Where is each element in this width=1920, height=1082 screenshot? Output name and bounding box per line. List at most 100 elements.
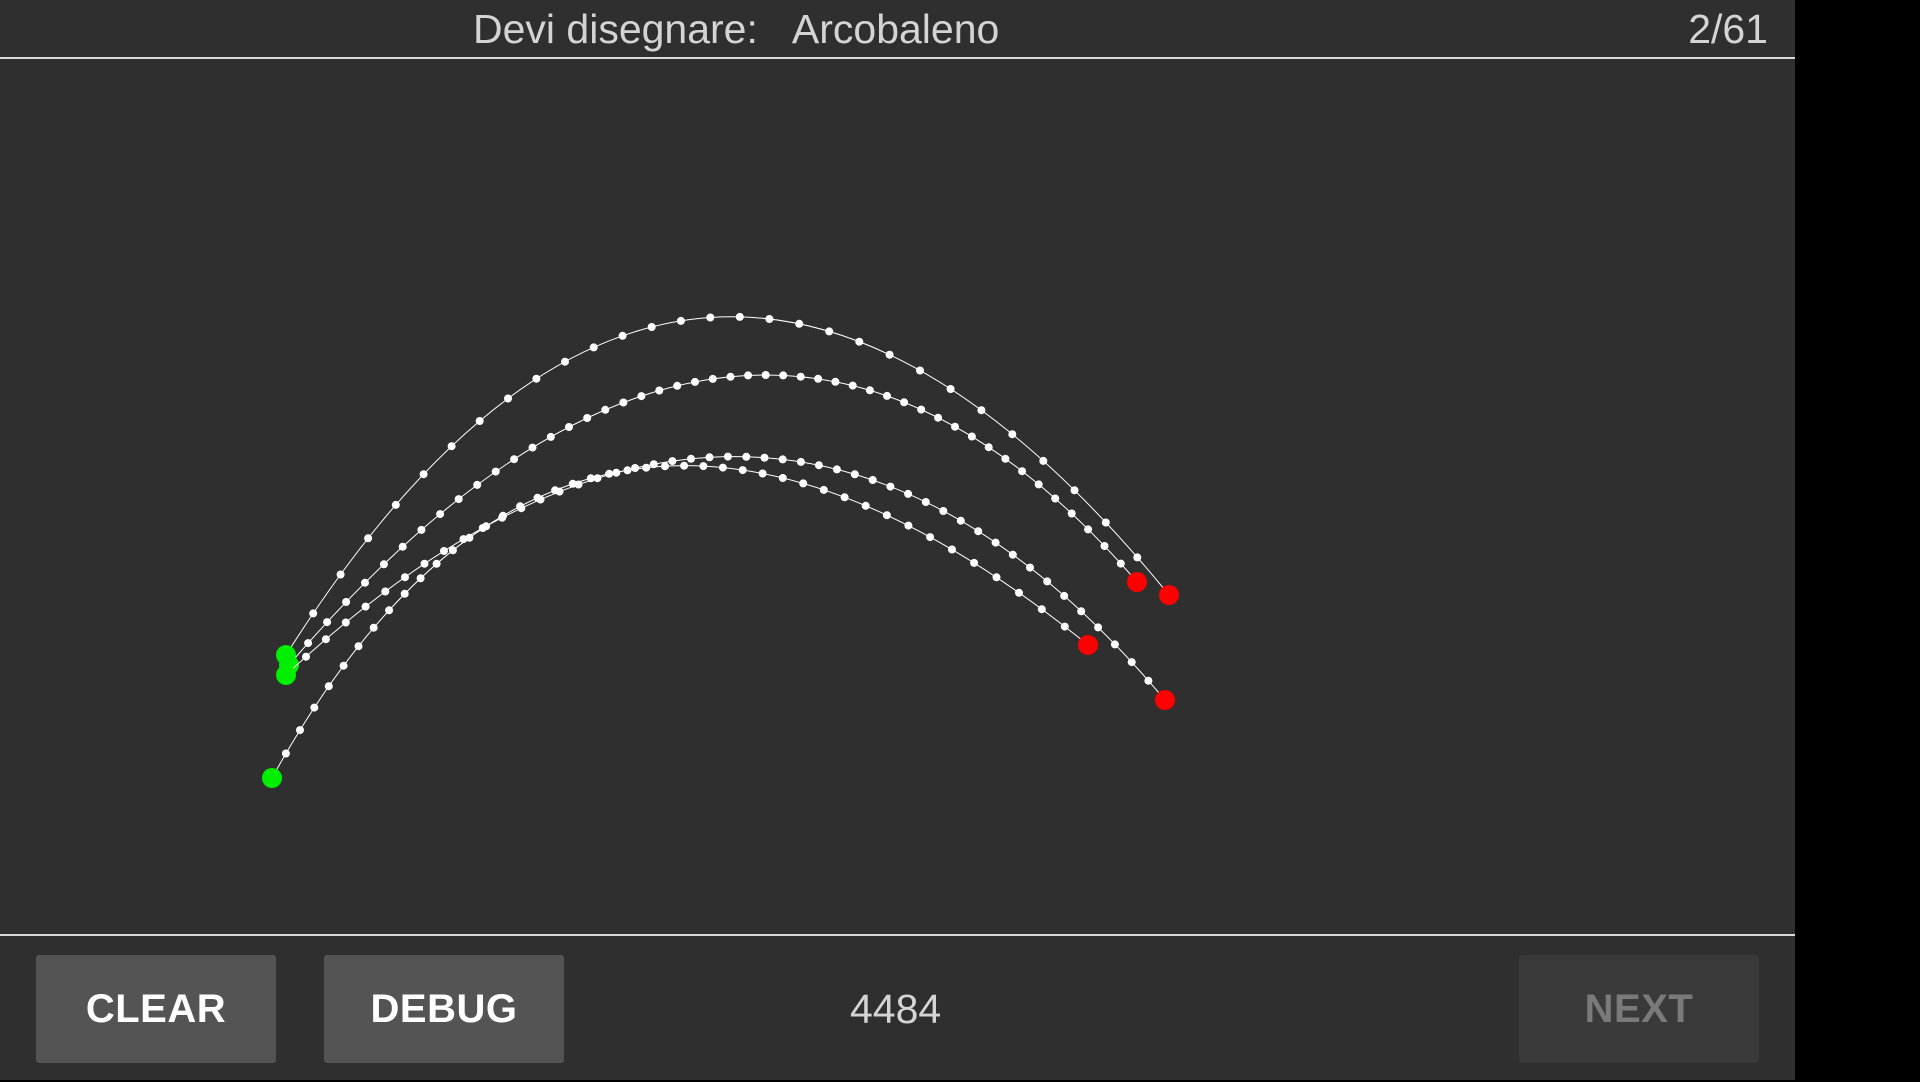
stroke-sample-point [1034, 480, 1043, 489]
stroke-sample-point [779, 371, 788, 380]
stroke-sample-point [618, 331, 627, 340]
stroke-sample-point [735, 312, 744, 321]
stroke-sample-point [886, 482, 895, 491]
stroke-sample-point [778, 474, 787, 482]
next-button[interactable]: NEXT [1519, 955, 1759, 1063]
drawing-canvas[interactable] [0, 59, 1795, 933]
stroke-sample-point [865, 386, 874, 395]
stroke-sample-point [850, 470, 859, 479]
stroke-sample-point [904, 489, 913, 498]
stroke-sample-point [623, 466, 632, 475]
stroke-sample-point [281, 749, 290, 758]
stroke-sample-point [832, 465, 841, 474]
stroke-sample-point [504, 394, 512, 403]
stroke-sample-point [309, 609, 318, 618]
stroke-sample-point [1133, 553, 1142, 562]
stroke-sample-point [765, 315, 774, 323]
stroke-sample-point [510, 455, 519, 464]
stroke-end-point [1159, 585, 1179, 605]
stroke-sample-point [848, 381, 857, 390]
stroke-sample-point [977, 406, 986, 415]
stroke-sample-point [601, 405, 610, 414]
stroke-sample-point [447, 442, 456, 451]
stroke-sample-point [1110, 640, 1119, 649]
stroke-sample-point [708, 374, 717, 383]
stroke-sample-point [568, 479, 577, 488]
footer-bar: CLEAR DEBUG 4484 NEXT [0, 934, 1795, 1082]
stroke-sample-point [551, 486, 560, 495]
stroke-sample-point [1060, 591, 1069, 600]
stroke-sample-point [401, 573, 409, 582]
stroke-sample-point [304, 639, 313, 648]
prompt: Devi disegnare: Arcobaleno [473, 6, 999, 53]
stroke-sample-point [795, 319, 804, 328]
stroke-sample-point [296, 726, 304, 735]
stroke-sample-point [705, 453, 714, 462]
stroke-3 [276, 452, 1175, 710]
stroke-sample-point [934, 413, 943, 422]
stroke-sample-point [419, 470, 428, 479]
stroke-sample-point [825, 327, 834, 336]
stroke-sample-point [516, 502, 525, 511]
stroke-sample-point [738, 466, 747, 475]
stroke-sample-point [861, 501, 870, 510]
stroke-sample-point [589, 343, 598, 352]
stroke-sample-point [546, 432, 555, 441]
stroke-sample-point [673, 381, 682, 390]
stroke-sample-point [417, 525, 426, 534]
stroke-start-point [262, 768, 282, 788]
stroke-sample-point [1144, 676, 1153, 685]
drawing-svg[interactable] [0, 59, 1795, 933]
stroke-sample-point [655, 386, 664, 395]
stroke-sample-point [361, 578, 369, 587]
stroke-sample-point [1015, 588, 1023, 597]
stroke-sample-point [369, 623, 378, 632]
stroke-sample-point [742, 452, 751, 461]
debug-button[interactable]: DEBUG [324, 955, 564, 1063]
prompt-label: Devi disegnare: [473, 6, 758, 52]
stroke-sample-point [400, 589, 409, 598]
stroke-sample-point [586, 474, 595, 483]
stroke-start-point [276, 665, 296, 685]
stroke-sample-point [687, 454, 695, 463]
stroke-sample-point [761, 371, 770, 379]
app-window: Devi disegnare: Arcobaleno 2/61 CLEAR DEB… [0, 0, 1795, 1080]
stroke-sample-point [354, 642, 363, 651]
stroke-sample-point [967, 432, 976, 441]
stroke-sample-point [718, 463, 727, 472]
stroke-sample-point [321, 635, 330, 644]
stroke-sample-point [465, 533, 474, 542]
stroke-sample-point [475, 417, 484, 425]
stroke-sample-point [1051, 494, 1060, 503]
stroke-end-point [1078, 635, 1098, 655]
stroke-sample-point [758, 469, 767, 478]
stroke-sample-point [1018, 467, 1027, 476]
stroke-sample-point [341, 618, 350, 627]
stroke-sample-point [532, 374, 541, 383]
stroke-sample-point [323, 618, 332, 627]
stroke-sample-point [814, 461, 823, 470]
stroke-sample-point [1008, 550, 1017, 559]
clear-button[interactable]: CLEAR [36, 955, 276, 1063]
stroke-sample-point [917, 405, 926, 414]
stroke-sample-point [528, 443, 537, 452]
stroke-sample-point [723, 452, 732, 461]
stroke-sample-point [310, 703, 319, 712]
stroke-sample-point [416, 574, 425, 583]
stroke-sample-point [420, 559, 429, 568]
stroke-sample-point [855, 337, 864, 346]
stroke-sample-point [1077, 607, 1086, 616]
stroke-sample-point [619, 398, 628, 407]
stroke-sample-point [631, 464, 640, 472]
stroke-sample-point [1127, 658, 1136, 667]
stroke-sample-point [440, 547, 448, 555]
stroke-sample-point [491, 467, 500, 476]
stroke-sample-point [984, 443, 993, 452]
stroke-line [271, 465, 1089, 779]
stroke-sample-point [342, 598, 351, 606]
stroke-sample-point [448, 546, 457, 555]
stroke-sample-point [381, 587, 390, 596]
stroke-sample-point [778, 455, 787, 464]
stroke-sample-point [565, 423, 573, 431]
stroke-sample-point [900, 398, 909, 407]
